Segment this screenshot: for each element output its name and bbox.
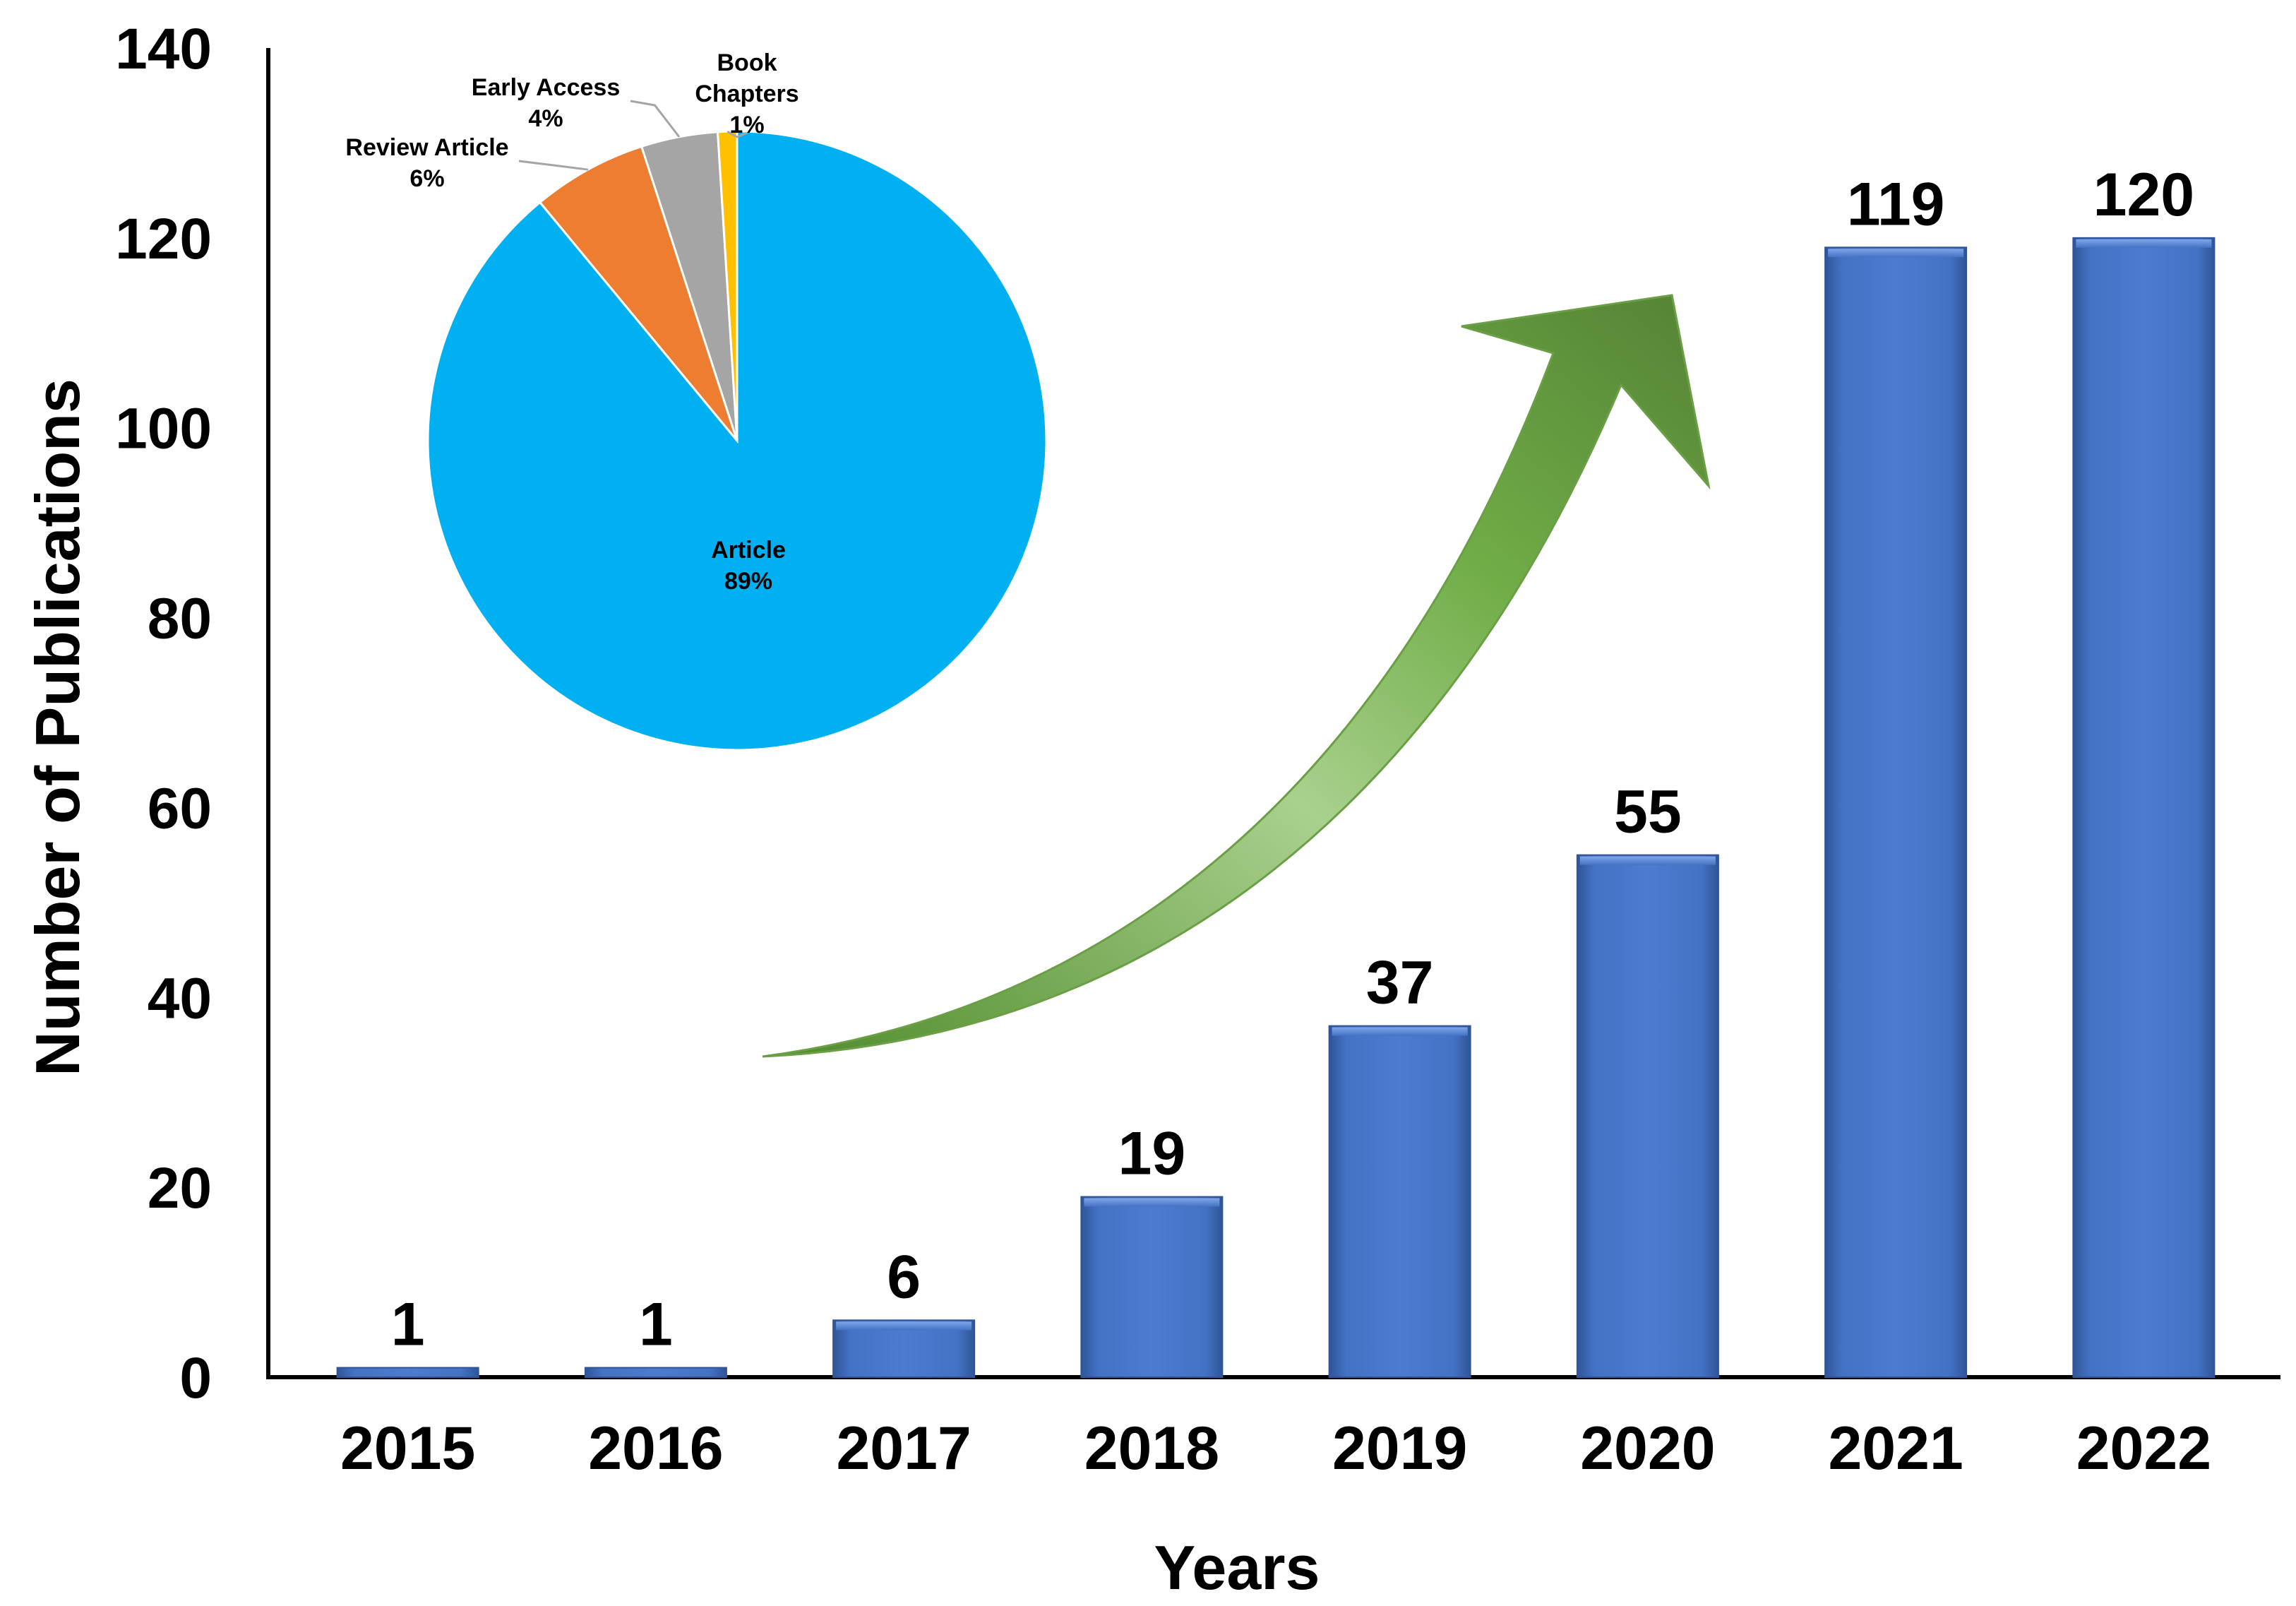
pie-label: Early Access 4%	[472, 74, 620, 132]
bar-2021	[1824, 246, 1968, 1378]
bar	[1328, 1025, 1471, 1378]
bar-data-label: 6	[887, 1243, 921, 1311]
bar	[336, 1367, 479, 1378]
bar	[1080, 1196, 1224, 1378]
y-tick-label: 120	[115, 207, 212, 271]
bar-2022	[2072, 237, 2216, 1378]
pie-label-name: Early Access	[472, 74, 620, 101]
bar	[1576, 854, 1719, 1378]
x-tick-label: 2022	[2076, 1415, 2211, 1482]
pie-leader-line	[630, 100, 681, 138]
bar-2019	[1328, 1025, 1471, 1378]
pie-label-percent: 6%	[409, 165, 444, 192]
y-tick-labels: 0 20 40 60 80 100 120 140	[115, 17, 212, 1410]
pie-slice-review-article	[538, 145, 739, 441]
pie-label-name: Review Article	[345, 134, 508, 161]
x-tick-labels: 2015 2016 2017 2018 2019 2020 2021 2022	[340, 1415, 2211, 1482]
pie-leader-line	[727, 130, 748, 138]
bar-data-label: 119	[1847, 170, 1945, 238]
y-tick-label: 0	[179, 1346, 212, 1410]
bar	[1824, 246, 1968, 1378]
y-tick-label: 140	[115, 17, 212, 81]
bar-data-label: 1	[639, 1291, 673, 1359]
pie-label-name: Article	[711, 537, 786, 564]
pie-label: Book Chapters 1%	[695, 49, 799, 138]
x-axis-title: Years	[1154, 1533, 1320, 1602]
bars	[336, 237, 2216, 1379]
bar-bevel	[2076, 239, 2212, 248]
pie-leader-lines	[518, 100, 748, 171]
bar	[2072, 237, 2216, 1378]
bar-bevel	[1332, 1027, 1468, 1036]
x-tick-label: 2018	[1084, 1415, 1219, 1482]
pie-label-percent: 89%	[724, 568, 772, 595]
pie-chart-inset	[426, 130, 1048, 751]
bar-bevel	[1828, 249, 1964, 258]
y-axis-title: Number of Publications	[23, 379, 92, 1076]
pie-label-percent: 1%	[729, 112, 764, 138]
pie-label: Article 89%	[711, 537, 786, 595]
x-tick-label: 2016	[588, 1415, 723, 1482]
bar-2016	[584, 1367, 727, 1378]
x-tick-label: 2015	[340, 1415, 475, 1482]
y-tick-label: 80	[148, 587, 212, 651]
bar-data-label: 19	[1118, 1120, 1186, 1188]
x-tick-label: 2017	[836, 1415, 971, 1482]
x-tick-label: 2020	[1580, 1415, 1715, 1482]
bar-bevel	[1084, 1198, 1220, 1207]
trend-arrow-icon	[762, 294, 1711, 1058]
pie-label-name: Chapters	[695, 81, 799, 107]
bar-2017	[832, 1319, 976, 1379]
bar-bevel	[1579, 856, 1716, 865]
bar	[584, 1367, 727, 1378]
bar-data-label: 1	[391, 1291, 425, 1359]
bar-bevel	[836, 1321, 972, 1331]
y-tick-label: 100	[115, 397, 212, 461]
bar-2020	[1576, 854, 1719, 1378]
pie-label-name: Book	[717, 49, 777, 76]
pie-labels: Article 89% Review Article 6% Early Access 4%…	[345, 49, 799, 595]
y-tick-label: 20	[148, 1156, 212, 1220]
bar-data-label: 120	[2093, 161, 2195, 229]
bar-data-label: 55	[1614, 778, 1682, 846]
pie-label: Review Article 6%	[345, 134, 508, 192]
bar-2015	[336, 1367, 479, 1378]
x-tick-label: 2019	[1332, 1415, 1467, 1482]
bar-data-labels: 1 1 6 19 37 55 119 120	[391, 161, 2194, 1359]
x-tick-label: 2021	[1828, 1415, 1963, 1482]
bar-2018	[1080, 1196, 1224, 1378]
y-tick-label: 40	[148, 966, 212, 1030]
pie-label-percent: 4%	[528, 105, 563, 132]
pie-leader-line	[518, 160, 589, 171]
bar-data-label: 37	[1366, 949, 1434, 1017]
y-tick-label: 60	[148, 776, 212, 840]
